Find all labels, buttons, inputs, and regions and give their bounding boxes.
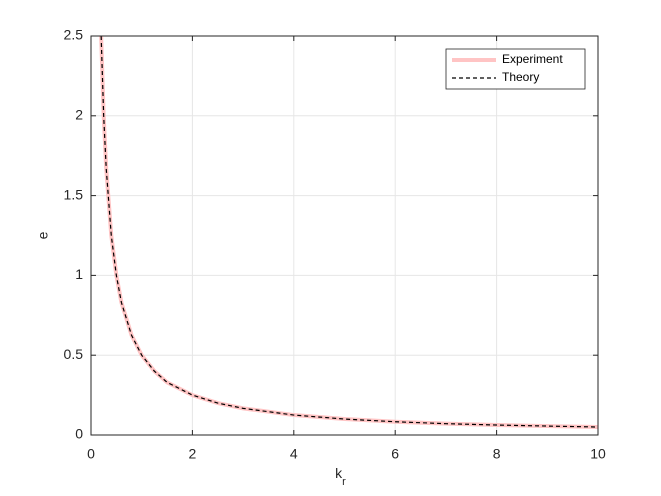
y-tick-label: 0: [75, 426, 83, 442]
x-tick-label: 10: [590, 446, 606, 462]
x-tick-label: 4: [290, 446, 298, 462]
x-axis-label: kr: [335, 465, 346, 488]
x-tick-label: 0: [87, 446, 95, 462]
y-tick-label: 2.5: [64, 27, 84, 43]
legend-label: Experiment: [502, 52, 563, 66]
data-line: [100, 36, 598, 428]
legend-label: Theory: [502, 70, 539, 84]
y-tick-label: 2: [75, 107, 83, 123]
data-line: [99, 36, 598, 430]
y-tick-label: 1: [75, 266, 83, 282]
legend: Experiment Theory: [445, 48, 586, 90]
legend-box: [445, 48, 586, 90]
x-tick-label: 6: [391, 446, 399, 462]
x-axis-label-sub: r: [342, 476, 346, 488]
y-tick-label: 0.5: [64, 346, 84, 362]
x-axis-label-main: k: [335, 465, 343, 481]
axes-box: [90, 35, 599, 436]
y-axis-label: e: [35, 231, 51, 239]
x-tick-label: 2: [189, 446, 197, 462]
y-tick-label: 1.5: [64, 186, 84, 202]
x-tick-label: 8: [493, 446, 501, 462]
